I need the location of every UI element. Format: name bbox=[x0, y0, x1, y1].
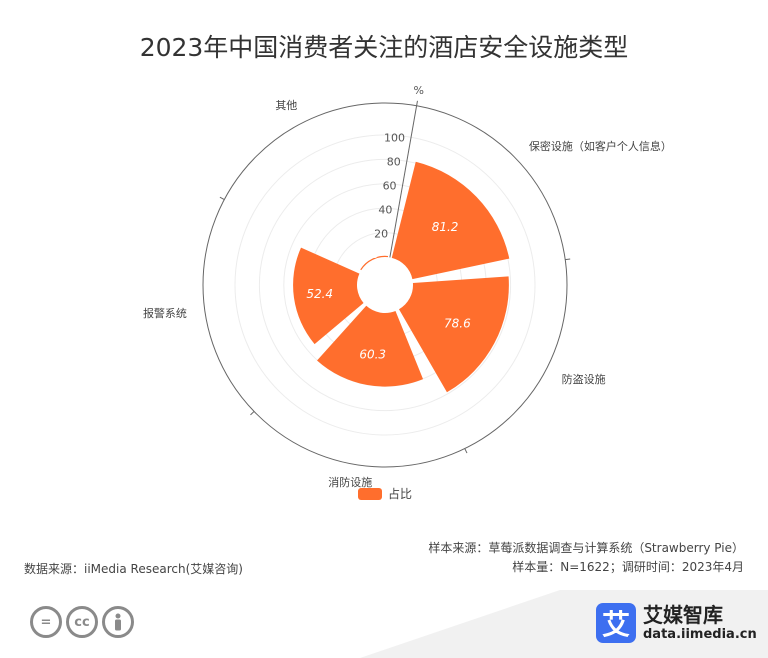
brand[interactable]: 艾 艾媒智库 data.iimedia.cn bbox=[596, 603, 757, 643]
angle-tick bbox=[464, 448, 468, 454]
polar-bar-chart: 81.2 保密设施（如客户个人信息） 78.6 防盗设施 60.3 消防设施 52.4 报警系… bbox=[143, 84, 672, 489]
category-label: 报警系统 bbox=[143, 306, 187, 320]
radial-tick-label: 100 bbox=[384, 131, 405, 144]
grid-circle bbox=[234, 134, 536, 436]
person-icon bbox=[102, 606, 134, 638]
bar-sector bbox=[391, 161, 510, 280]
angle-tick bbox=[565, 258, 571, 261]
data-source: 数据来源：iiMedia Research(艾媒咨询) bbox=[24, 562, 243, 576]
radial-tick-label: 20 bbox=[374, 227, 388, 240]
radial-tick-label: 40 bbox=[378, 203, 392, 216]
sample-size: 样本量：N=1622；调研时间：2023年4月 bbox=[512, 560, 744, 574]
license-icons: = cc bbox=[30, 606, 134, 638]
brand-name: 艾媒智库 bbox=[643, 602, 723, 627]
bar-sector bbox=[399, 276, 509, 393]
footer-band bbox=[360, 590, 768, 658]
bar-sector bbox=[360, 255, 389, 271]
grid-circle bbox=[258, 158, 512, 412]
category-label: 消防设施 bbox=[328, 475, 372, 489]
category-label: 其他 bbox=[275, 99, 297, 112]
radial-axis-line bbox=[389, 105, 418, 258]
radial-tick-label: 60 bbox=[383, 179, 397, 192]
legend-swatch bbox=[358, 487, 382, 500]
sample-info: 样本来源：草莓派数据调查与计算系统（Strawberry Pie） 样本量：N=… bbox=[428, 539, 744, 577]
category-label: 保密设施（如客户个人信息） bbox=[529, 139, 672, 153]
legend-label: 占比 bbox=[388, 487, 413, 501]
legend[interactable]: 占比 bbox=[358, 485, 412, 502]
angle-axis-circle bbox=[202, 102, 568, 468]
equal-icon: = bbox=[30, 606, 62, 638]
data-label: 1.0 bbox=[360, 247, 379, 261]
brand-url: data.iimedia.cn bbox=[643, 626, 757, 642]
unit-label: % bbox=[413, 84, 423, 97]
angle-tick bbox=[416, 100, 418, 106]
angle-tick bbox=[219, 196, 225, 200]
radial-tick-label: 80 bbox=[387, 155, 401, 168]
angle-tick bbox=[250, 411, 255, 416]
sample-source: 样本来源：草莓派数据调查与计算系统（Strawberry Pie） bbox=[428, 541, 744, 555]
data-label: 60.3 bbox=[359, 348, 386, 362]
bar-sector bbox=[317, 305, 424, 387]
data-label: 81.2 bbox=[432, 220, 459, 234]
data-label: 52.4 bbox=[306, 287, 333, 301]
bar-sector bbox=[293, 247, 364, 345]
chart-title: 2023年中国消费者关注的酒店安全设施类型 bbox=[139, 33, 629, 62]
cc-icon: cc bbox=[66, 606, 98, 638]
category-label: 防盗设施 bbox=[562, 372, 606, 386]
data-label: 78.6 bbox=[444, 316, 471, 330]
brand-logo: 艾 bbox=[596, 603, 636, 643]
